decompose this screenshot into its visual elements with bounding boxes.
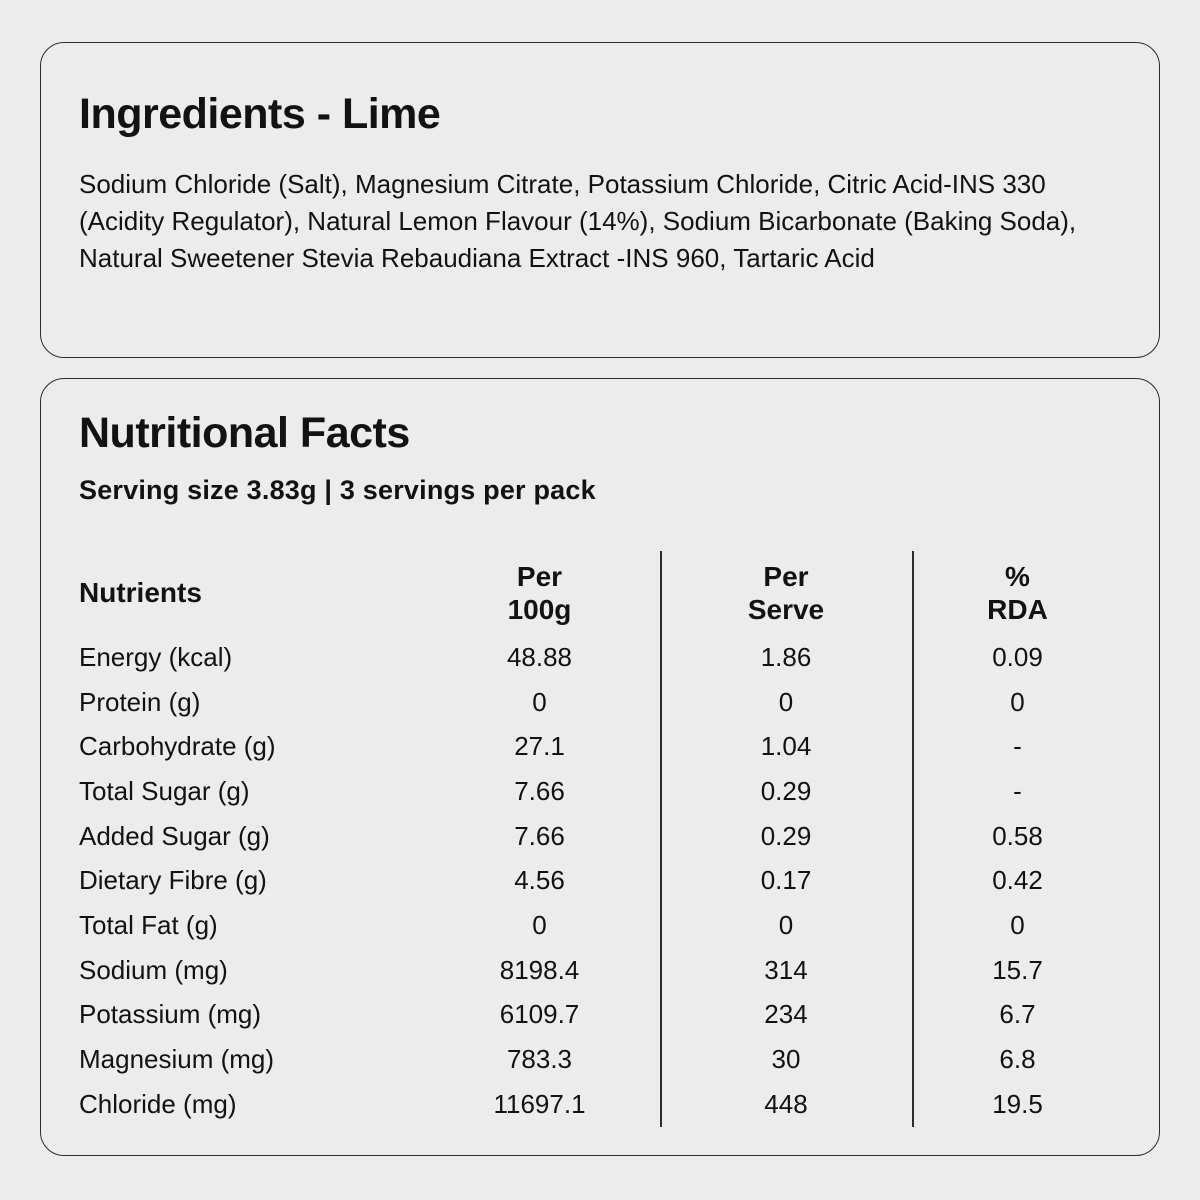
- header-per-serve-line2: Serve: [747, 594, 825, 625]
- rda-value: 15.7: [992, 954, 1043, 985]
- per-serve-value: 314: [764, 954, 808, 985]
- per-serve-value: 30: [771, 1044, 801, 1075]
- header-rda: % RDA: [912, 551, 1123, 635]
- nutrient-name-cell: Magnesium (mg): [79, 1044, 275, 1075]
- header-per-100g-line2: 100g: [507, 594, 572, 625]
- header-per-serve: Per Serve: [660, 551, 912, 635]
- per-100g-value: 6109.7: [499, 999, 580, 1030]
- ingredients-card: Ingredients - Lime Sodium Chloride (Salt…: [40, 42, 1160, 358]
- nutrient-name-cell: Total Fat (g): [79, 909, 218, 940]
- nutrient-name-cell: Carbohydrate (g): [79, 731, 276, 762]
- nutrient-name-cell: Chloride (mg): [79, 1088, 237, 1119]
- per-100g-value: 4.56: [514, 865, 565, 896]
- header-per-serve-line1: Per: [763, 561, 809, 592]
- ingredients-title: Ingredients - Lime: [79, 90, 441, 138]
- header-per-100g-line1: Per: [516, 561, 563, 592]
- nutrition-table: Nutrients Per 100g Per Serve % RDA Energ…: [79, 551, 1121, 1127]
- rda-value: 0.58: [992, 820, 1043, 851]
- per-100g-value: 27.1: [514, 731, 565, 762]
- per-100g-value: 48.88: [506, 641, 573, 672]
- nutrition-facts-title: Nutritional Facts: [79, 409, 410, 457]
- rda-value: 19.5: [992, 1088, 1043, 1119]
- rda-value: 0.42: [992, 865, 1043, 896]
- nutrient-name-cell: Dietary Fibre (g): [79, 865, 267, 896]
- header-rda-line1: %: [1005, 561, 1030, 592]
- per-100g-value: 0: [532, 909, 547, 940]
- header-nutrients: Nutrients: [79, 577, 202, 608]
- per-serve-value: 1.86: [760, 641, 812, 672]
- nutrient-name-cell: Added Sugar (g): [79, 820, 270, 851]
- nutrient-name-cell: Protein (g): [79, 686, 201, 717]
- rda-value: 0: [1010, 686, 1025, 717]
- per-serve-value: 448: [764, 1088, 808, 1119]
- nutrient-name-cell: Total Sugar (g): [79, 775, 250, 806]
- per-serve-value: 0: [778, 686, 794, 717]
- per-serve-value: 1.04: [760, 731, 812, 762]
- rda-value: 6.8: [999, 1044, 1036, 1075]
- rda-value: -: [1013, 775, 1022, 806]
- nutrient-name-cell: Potassium (mg): [79, 999, 262, 1030]
- nutrient-name-cell: Energy (kcal): [79, 641, 233, 672]
- serving-size-text: Serving size 3.83g | 3 servings per pack: [79, 475, 596, 505]
- per-100g-value: 0: [532, 686, 547, 717]
- rda-value: 0: [1010, 909, 1025, 940]
- per-100g-value: 11697.1: [493, 1088, 586, 1119]
- rda-value: 0.09: [992, 641, 1043, 672]
- per-serve-value: 234: [764, 999, 808, 1030]
- nutrient-name-cell: Sodium (mg): [79, 954, 228, 985]
- rda-value: 6.7: [999, 999, 1036, 1030]
- per-serve-value: 0.17: [760, 865, 812, 896]
- header-rda-line2: RDA: [987, 594, 1048, 625]
- per-serve-value: 0.29: [760, 820, 812, 851]
- per-serve-value: 0: [778, 909, 794, 940]
- header-per-100g: Per 100g: [419, 551, 660, 635]
- per-100g-value: 7.66: [514, 775, 565, 806]
- per-serve-value: 0.29: [760, 775, 812, 806]
- ingredients-list-text: Sodium Chloride (Salt), Magnesium Citrat…: [79, 169, 1077, 273]
- nutrition-facts-card: Nutritional Facts Serving size 3.83g | 3…: [40, 378, 1160, 1156]
- column-divider-perserve-rda: [912, 551, 914, 1127]
- rda-value: -: [1013, 731, 1022, 762]
- column-divider-per100g-perserve: [660, 551, 662, 1127]
- nutrition-table-grid: Nutrients Per 100g Per Serve % RDA Energ…: [79, 551, 1121, 1127]
- per-100g-value: 7.66: [514, 820, 565, 851]
- per-100g-value: 783.3: [506, 1044, 573, 1075]
- per-100g-value: 8198.4: [499, 954, 580, 985]
